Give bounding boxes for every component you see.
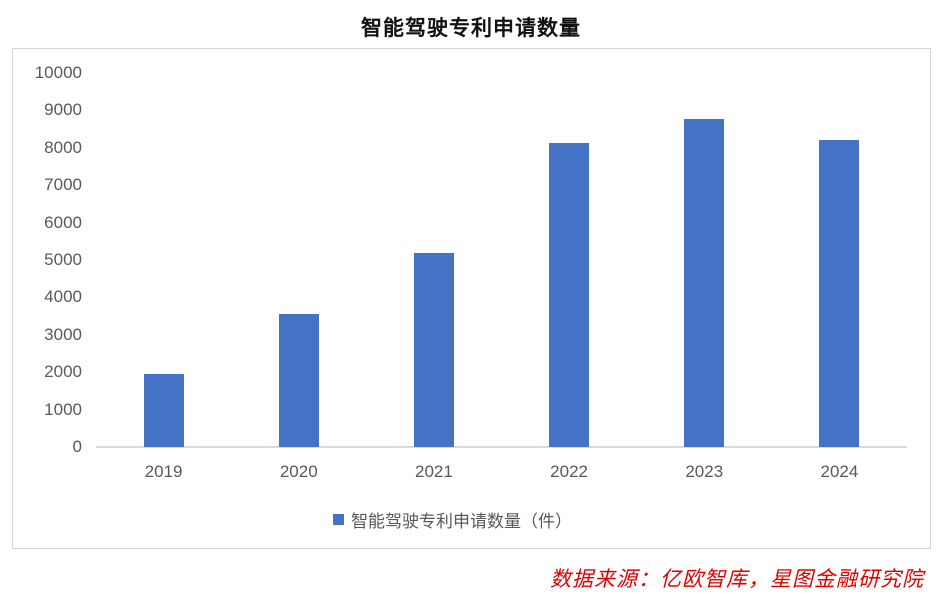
y-tick-label: 6000 [44, 212, 82, 232]
y-tick-label: 1000 [44, 399, 82, 419]
x-tick-label: 2020 [279, 462, 318, 481]
y-tick-label: 9000 [44, 100, 82, 120]
x-tick-label: 2023 [685, 462, 724, 481]
y-tick-label: 5000 [44, 250, 82, 269]
chart-frame [12, 48, 931, 549]
x-tick-label: 2019 [144, 462, 183, 481]
x-tick-label: 2022 [550, 462, 588, 481]
source-note: 数据来源：亿欧智库，星图金融研究院 [550, 567, 924, 591]
bar-2023 [684, 119, 725, 447]
bar-2024 [819, 139, 860, 447]
legend-label: 智能驾驶专利申请数量（件） [351, 512, 572, 532]
legend-swatch-icon [333, 514, 344, 525]
y-tick-label: 2000 [44, 362, 82, 382]
x-tick-label: 2024 [820, 462, 859, 481]
y-tick-label: 0 [72, 437, 82, 456]
y-tick-label: 7000 [44, 175, 82, 195]
x-tick-label: 2021 [414, 462, 453, 481]
y-tick-label: 3000 [44, 324, 82, 344]
y-tick-label: 10000 [34, 63, 82, 82]
bar-2022 [549, 142, 590, 447]
bar-2021 [413, 252, 454, 447]
bar-2019 [143, 374, 184, 447]
chart-title: 智能驾驶专利申请数量 [361, 15, 581, 40]
y-tick-label: 8000 [44, 137, 82, 157]
y-tick-label: 4000 [44, 287, 82, 307]
x-axis-line [96, 446, 907, 448]
bar-2020 [278, 313, 319, 447]
legend: 智能驾驶专利申请数量（件） [333, 507, 572, 532]
